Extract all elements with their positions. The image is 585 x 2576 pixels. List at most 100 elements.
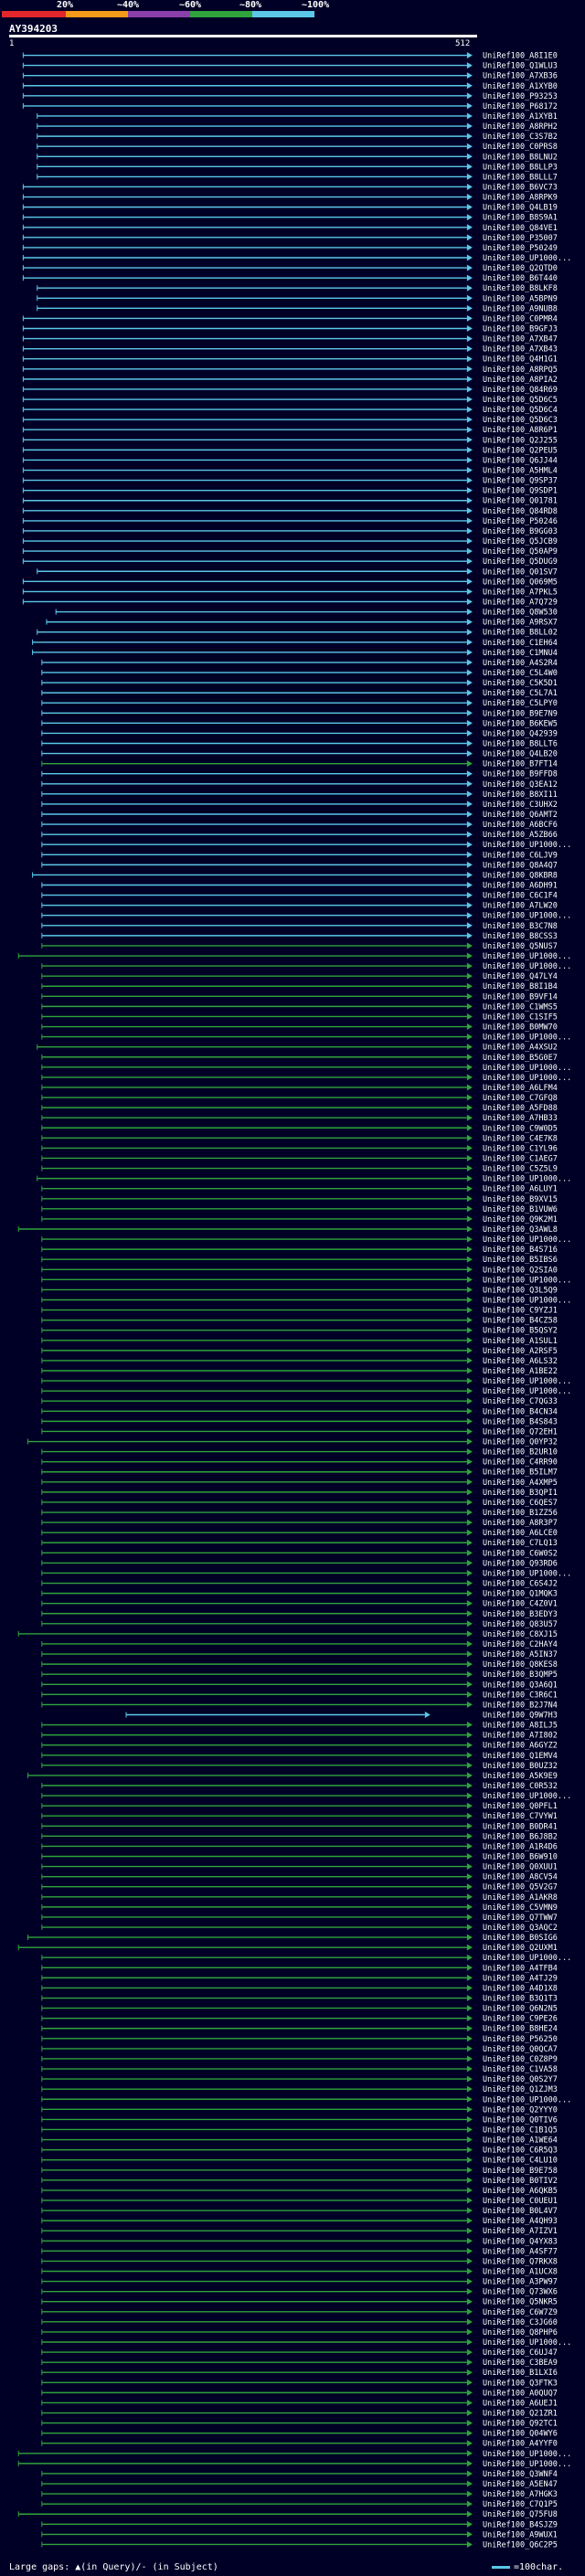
hit-row[interactable]: UniRef100_Q6N2N5: [41, 2005, 558, 2014]
hit-label[interactable]: UniRef100_B2UR10: [483, 1448, 558, 1458]
hit-row[interactable]: UniRef100_A1AKR8: [41, 1893, 558, 1903]
hit-row[interactable]: UniRef100_Q1ZJM3: [41, 2085, 558, 2094]
hit-label[interactable]: UniRef100_B7FT14: [483, 760, 558, 769]
hit-row[interactable]: UniRef100_Q8W530: [55, 609, 558, 618]
hit-label[interactable]: UniRef100_B8HE24: [483, 2025, 558, 2034]
hit-row[interactable]: UniRef100_C6QES7: [41, 1499, 558, 1508]
hit-label[interactable]: UniRef100_Q04WY6: [483, 2430, 558, 2439]
hit-label[interactable]: UniRef100_C2HAY4: [483, 1640, 558, 1649]
hit-label[interactable]: UniRef100_B8S9A1: [483, 214, 558, 223]
hit-label[interactable]: UniRef100_Q6AMT2: [483, 811, 558, 820]
hit-label[interactable]: UniRef100_UP1000...: [483, 254, 571, 263]
hit-row[interactable]: UniRef100_A6BCF6: [41, 821, 558, 830]
hit-label[interactable]: UniRef100_A8RPH2: [483, 122, 558, 132]
hit-row[interactable]: UniRef100_Q84RD8: [22, 507, 558, 516]
hit-label[interactable]: UniRef100_B9XV15: [483, 1195, 558, 1204]
hit-row[interactable]: UniRef100_Q1EMV4: [41, 1752, 558, 1761]
hit-label[interactable]: UniRef100_A8R6P1: [483, 426, 558, 435]
hit-row[interactable]: UniRef100_Q3AQC2: [41, 1924, 558, 1933]
hit-row[interactable]: UniRef100_C0UEU1: [41, 2197, 558, 2206]
hit-row[interactable]: UniRef100_Q72EH1: [41, 1427, 558, 1436]
hit-label[interactable]: UniRef100_C6R5Q3: [483, 2147, 558, 2156]
hit-label[interactable]: UniRef100_C7QG33: [483, 1397, 558, 1406]
hit-row[interactable]: UniRef100_Q4LB19: [22, 204, 558, 213]
hit-row[interactable]: UniRef100_Q5NUS7: [41, 942, 558, 951]
hit-row[interactable]: UniRef100_Q3L5Q9: [41, 1286, 558, 1295]
hit-row[interactable]: UniRef100_C5LPY0: [41, 699, 558, 708]
hit-label[interactable]: UniRef100_A7I802: [483, 1732, 558, 1741]
hit-label[interactable]: UniRef100_A4XMP5: [483, 1479, 558, 1488]
hit-row[interactable]: UniRef100_Q0XUU1: [41, 1863, 558, 1872]
hit-row[interactable]: UniRef100_A7Q729: [22, 598, 558, 607]
hit-label[interactable]: UniRef100_P56250: [483, 2035, 558, 2044]
hit-row[interactable]: UniRef100_Q93RD6: [41, 1559, 558, 1568]
hit-label[interactable]: UniRef100_C4RR90: [483, 1458, 558, 1468]
hit-row[interactable]: UniRef100_Q6AMT2: [41, 811, 558, 820]
hit-label[interactable]: UniRef100_Q5DUG9: [483, 557, 558, 567]
hit-label[interactable]: UniRef100_B9E758: [483, 2167, 558, 2176]
hit-row[interactable]: UniRef100_Q5JCB9: [22, 537, 558, 546]
hit-row[interactable]: UniRef100_Q2UXM1: [17, 1944, 558, 1953]
hit-label[interactable]: UniRef100_C0Z8P9: [483, 2055, 558, 2064]
hit-label[interactable]: UniRef100_A6GYZ2: [483, 1742, 558, 1751]
hit-row[interactable]: UniRef100_B6J8B2: [41, 1832, 558, 1841]
hit-row[interactable]: UniRef100_A8R6P1: [22, 426, 558, 435]
hit-row[interactable]: UniRef100_UP1000...: [41, 1034, 571, 1043]
hit-row[interactable]: UniRef100_C7LQ13: [41, 1539, 558, 1548]
hit-label[interactable]: UniRef100_P35007: [483, 234, 558, 243]
hit-label[interactable]: UniRef100_B3C7N8: [483, 922, 558, 931]
hit-row[interactable]: UniRef100_B5QSY2: [41, 1327, 558, 1336]
hit-row[interactable]: UniRef100_B3C7N8: [41, 922, 558, 931]
hit-label[interactable]: UniRef100_B9VF14: [483, 992, 558, 1002]
hit-row[interactable]: UniRef100_B4SJZ9: [41, 2520, 558, 2529]
hit-row[interactable]: UniRef100_A4TJ29: [41, 1974, 558, 1983]
hit-row[interactable]: UniRef100_C3JG60: [41, 2318, 558, 2327]
hit-label[interactable]: UniRef100_Q4LB19: [483, 204, 558, 213]
hit-label[interactable]: UniRef100_Q75FU8: [483, 2510, 558, 2519]
hit-row[interactable]: UniRef100_A7XB43: [22, 345, 558, 355]
hit-row[interactable]: UniRef100_C8XJ15: [17, 1630, 558, 1639]
hit-row[interactable]: UniRef100_C3R6C1: [41, 1691, 558, 1700]
hit-label[interactable]: UniRef100_A6UEJ1: [483, 2399, 558, 2408]
hit-row[interactable]: UniRef100_B8S9A1: [22, 214, 558, 223]
hit-label[interactable]: UniRef100_A5K9E9: [483, 1772, 558, 1781]
hit-label[interactable]: UniRef100_UP1000...: [483, 1297, 571, 1306]
hit-row[interactable]: UniRef100_A5EN47: [41, 2480, 558, 2489]
hit-row[interactable]: UniRef100_A6LCE0: [41, 1529, 558, 1538]
hit-label[interactable]: UniRef100_Q3EA12: [483, 780, 558, 790]
hit-row[interactable]: UniRef100_Q5V2G7: [41, 1883, 558, 1892]
hit-label[interactable]: UniRef100_Q6N2N5: [483, 2005, 558, 2014]
hit-row[interactable]: UniRef100_Q5D6C3: [22, 416, 558, 425]
hit-row[interactable]: UniRef100_A1SUL1: [41, 1337, 558, 1346]
hit-label[interactable]: UniRef100_Q6JJ44: [483, 456, 558, 465]
hit-label[interactable]: UniRef100_Q8KES8: [483, 1660, 558, 1670]
hit-label[interactable]: UniRef100_Q01SV7: [483, 567, 558, 577]
hit-row[interactable]: UniRef100_C9PE26: [41, 2015, 558, 2024]
hit-label[interactable]: UniRef100_A1R4D6: [483, 1842, 558, 1851]
hit-label[interactable]: UniRef100_Q8A4Q7: [483, 861, 558, 870]
hit-label[interactable]: UniRef100_Q3AWL8: [483, 1225, 558, 1235]
hit-label[interactable]: UniRef100_Q3WNF4: [483, 2470, 558, 2479]
hit-label[interactable]: UniRef100_B6T440: [483, 274, 558, 283]
hit-row[interactable]: UniRef100_C6W0S2: [41, 1549, 558, 1558]
hit-row[interactable]: UniRef100_Q5D6C5: [22, 396, 558, 405]
hit-label[interactable]: UniRef100_A7HGK3: [483, 2490, 558, 2499]
hit-label[interactable]: UniRef100_C6W0S2: [483, 1549, 558, 1558]
hit-row[interactable]: UniRef100_A9WUX1: [41, 2530, 558, 2539]
hit-label[interactable]: UniRef100_A4S2R4: [483, 659, 558, 668]
hit-row[interactable]: UniRef100_C6S4J2: [41, 1580, 558, 1589]
hit-row[interactable]: UniRef100_B1LXI6: [41, 2369, 558, 2378]
hit-row[interactable]: UniRef100_Q6C2P5: [41, 2540, 558, 2549]
hit-row[interactable]: UniRef100_Q4LB20: [41, 750, 558, 759]
hit-label[interactable]: UniRef100_A8R3P7: [483, 1519, 558, 1528]
hit-label[interactable]: UniRef100_C1B1Q5: [483, 2125, 558, 2135]
hit-label[interactable]: UniRef100_Q5D6C4: [483, 406, 558, 415]
hit-row[interactable]: UniRef100_C7QG33: [41, 1397, 558, 1406]
hit-label[interactable]: UniRef100_B0DR41: [483, 1822, 558, 1831]
hit-label[interactable]: UniRef100_Q1MQK3: [483, 1590, 558, 1599]
hit-row[interactable]: UniRef100_C2HAY4: [41, 1640, 558, 1649]
hit-row[interactable]: UniRef100_P68172: [22, 102, 558, 111]
hit-row[interactable]: UniRef100_A1UCX8: [41, 2267, 558, 2276]
hit-row[interactable]: UniRef100_C5Z5L9: [41, 1165, 558, 1174]
hit-row[interactable]: UniRef100_B1ZZ56: [41, 1509, 558, 1518]
